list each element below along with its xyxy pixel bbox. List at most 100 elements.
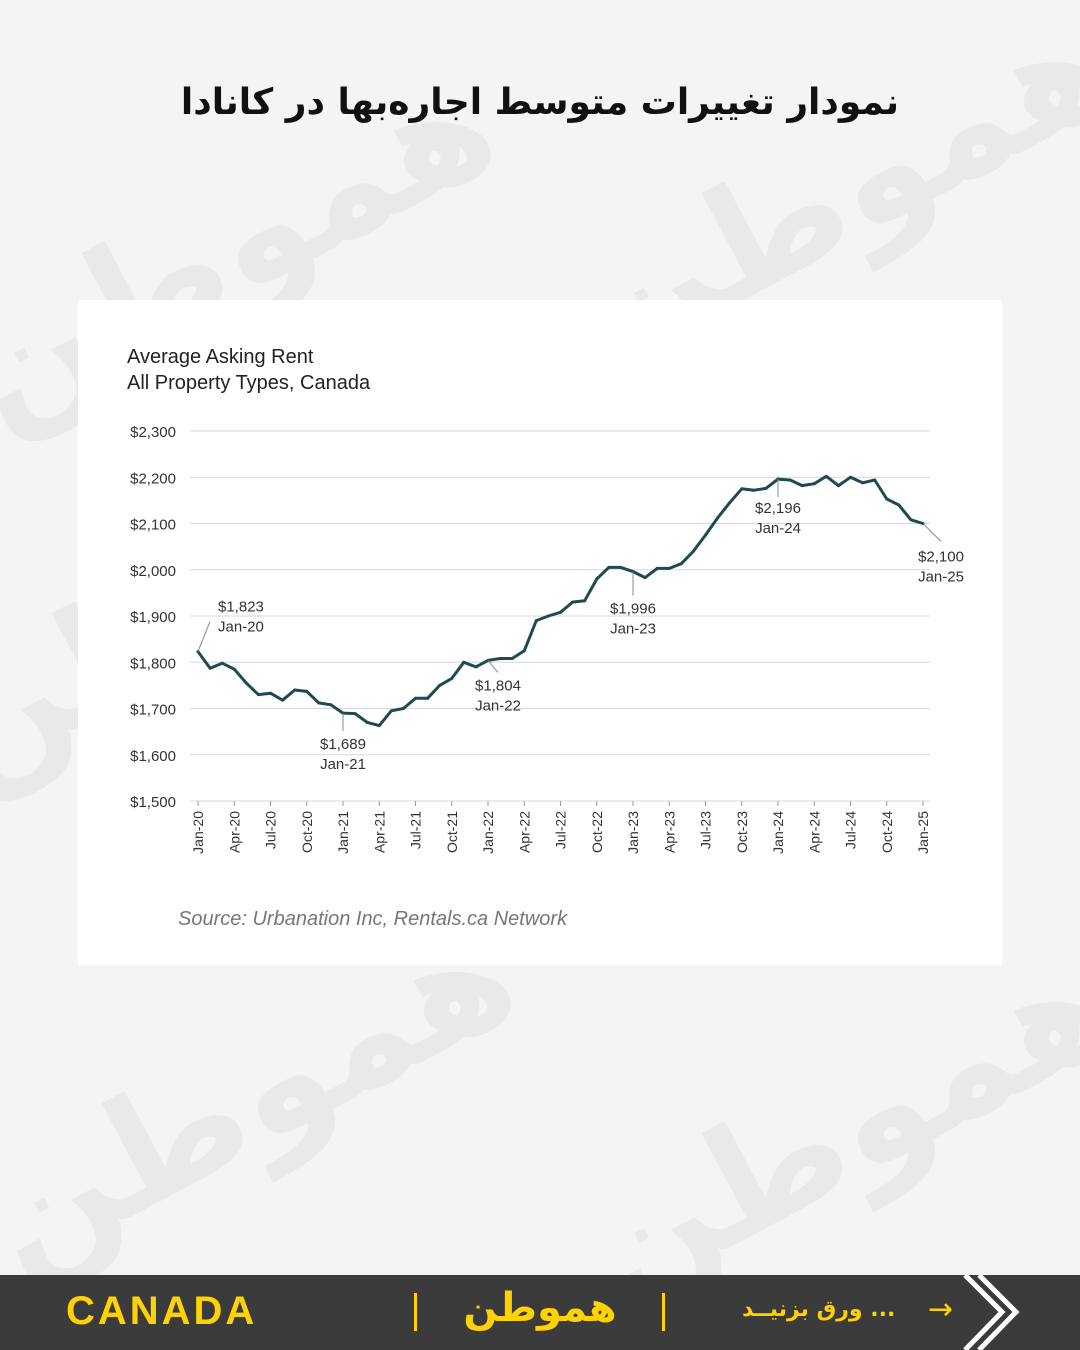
data-point: [269, 691, 272, 695]
chart-title-line-1: Average Asking Rent: [127, 346, 314, 368]
data-point: [256, 693, 260, 697]
footer-country: CANADA: [66, 1289, 258, 1333]
data-point: [849, 475, 852, 479]
data-point: [498, 657, 502, 661]
annotation-date: Jan-20: [218, 619, 264, 636]
x-tick-label: Jul-24: [843, 811, 859, 849]
annotation-date: Jan-21: [320, 756, 366, 773]
data-point: [317, 701, 321, 705]
x-tick-label: Jan-24: [770, 811, 786, 854]
swipe-hint[interactable]: ... ورق بزنیــد: [742, 1297, 896, 1322]
annotation-date: Jan-22: [475, 697, 521, 714]
data-point: [244, 681, 248, 685]
data-point: [595, 577, 599, 581]
data-point: [305, 689, 309, 693]
x-tick-label: Oct-23: [734, 811, 750, 853]
y-tick-label: $2,200: [130, 470, 176, 487]
data-point: [510, 657, 514, 661]
data-point: [426, 696, 430, 700]
data-point: [655, 566, 659, 570]
chart-card: $1,500 $1,600 $1,700 $1,800 $1,900 $2,000 $2,1…: [78, 300, 1002, 965]
chevron-right-icon[interactable]: [955, 1275, 1025, 1350]
data-point: [909, 518, 913, 522]
data-point: [764, 486, 768, 490]
data-point: [800, 484, 804, 488]
x-tick-label: Oct-24: [879, 811, 895, 853]
series-line: [196, 474, 925, 728]
data-point: [619, 565, 623, 569]
data-point: [571, 600, 575, 604]
annotation-value: $1,823: [218, 599, 264, 616]
annotation-value: $2,196: [755, 500, 801, 517]
data-point: [474, 665, 478, 669]
y-tick-label: $2,100: [130, 517, 176, 534]
data-point: [232, 667, 236, 671]
x-tick-label: Apr-23: [661, 811, 677, 853]
x-tick-label: Jul-22: [553, 811, 569, 849]
y-tick-label: $1,700: [130, 702, 176, 719]
data-point: [353, 712, 357, 716]
data-point: [704, 533, 707, 537]
data-point: [679, 562, 683, 566]
data-point: [740, 487, 744, 491]
data-point: [546, 614, 550, 618]
data-point: [873, 478, 877, 482]
x-tick-label: Oct-20: [299, 811, 315, 853]
data-point: [583, 599, 587, 603]
data-point: [788, 478, 792, 482]
data-point: [861, 481, 865, 485]
chart-title: Average Asking Rent All Property Types, …: [127, 344, 370, 396]
data-point: [377, 724, 381, 728]
data-point: [365, 720, 369, 724]
annotation-date: Jan-23: [610, 621, 656, 638]
data-point: [716, 516, 720, 520]
annotation-leader: [197, 621, 211, 652]
data-point: [293, 688, 297, 692]
footer-divider: [662, 1293, 665, 1331]
x-tick-label: Apr-21: [371, 811, 387, 853]
x-tick-label: Apr-22: [516, 811, 532, 853]
y-tick-label: $1,800: [130, 655, 176, 672]
data-point: [631, 570, 635, 574]
annotation-value: $1,689: [320, 736, 366, 753]
data-point: [752, 488, 756, 492]
chart-title-line-2: All Property Types, Canada: [127, 372, 371, 394]
annotation-value: $1,804: [475, 677, 521, 694]
data-point: [897, 503, 901, 507]
data-point: [728, 501, 732, 505]
annotation-leader: [922, 523, 942, 542]
footer-divider: [414, 1293, 417, 1331]
arrow-right-icon[interactable]: →: [928, 1292, 954, 1327]
data-point: [812, 482, 816, 486]
data-point: [667, 566, 671, 570]
data-point: [559, 610, 562, 614]
data-point: [281, 698, 285, 702]
data-point: [389, 709, 393, 713]
footer-bar: CANADA هموطن ... ورق بزنیــد →: [0, 1275, 1080, 1350]
data-point: [824, 474, 828, 478]
data-point: [607, 565, 611, 569]
data-point: [438, 683, 442, 687]
data-point: [329, 703, 333, 707]
y-tick-label: $2,000: [130, 563, 176, 580]
chart-source: Source: Urbanation Inc, Rentals.ca Netwo…: [178, 908, 568, 930]
x-tick-label: Jan-20: [190, 811, 206, 854]
y-tick-label: $1,900: [130, 609, 176, 626]
y-tick-label: $1,500: [130, 794, 176, 811]
data-point: [220, 661, 224, 665]
data-point: [522, 649, 526, 653]
page-title: نمودار تغییرات متوسط اجاره‌بها در کانادا: [180, 82, 900, 123]
data-point: [534, 619, 538, 623]
data-point: [643, 576, 647, 580]
line-chart: $1,500 $1,600 $1,700 $1,800 $1,900 $2,000 $2,1…: [130, 424, 964, 854]
x-tick-label: Jul-20: [263, 811, 279, 849]
x-tick-label: Jan-21: [335, 811, 351, 854]
x-tick-label: Apr-24: [806, 811, 822, 853]
brand-logo: هموطن: [463, 1285, 617, 1331]
annotation-value: $2,100: [918, 549, 964, 566]
annotation-value: $1,996: [610, 601, 656, 618]
x-tick-label: Apr-20: [226, 811, 242, 853]
x-tick-label: Jul-21: [408, 811, 424, 849]
data-point: [885, 497, 889, 501]
x-tick-label: Oct-22: [589, 811, 605, 853]
